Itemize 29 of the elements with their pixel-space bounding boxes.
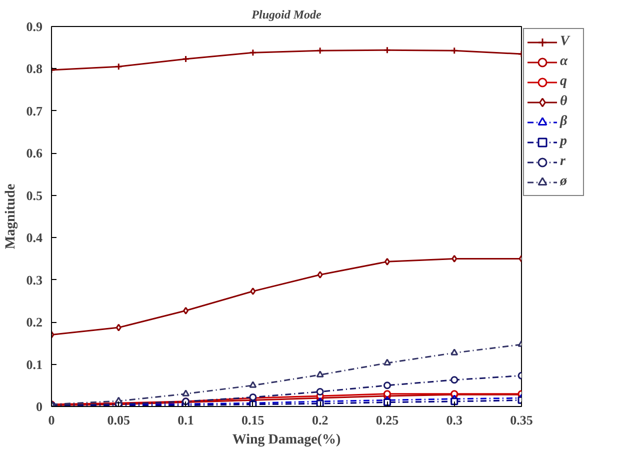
- y-tick-label: 0: [36, 399, 42, 414]
- x-tick-label: 0.1: [178, 412, 194, 428]
- legend-label: r: [560, 154, 566, 170]
- y-tick-label: 0.2: [26, 314, 42, 330]
- x-axis-title: Wing Damage(%): [232, 432, 341, 448]
- y-tick-label: 0.4: [26, 230, 43, 246]
- y-axis-title: Magnitude: [3, 184, 18, 250]
- x-tick-label: 0.35: [510, 412, 534, 428]
- y-tick-label: 0.8: [26, 61, 43, 76]
- x-tick-label: 0.05: [107, 412, 131, 428]
- x-tick-label: 0: [48, 412, 55, 428]
- y-tick-label: 0.9: [26, 19, 43, 34]
- legend-label: α: [560, 54, 569, 70]
- y-tick-label: 0.3: [26, 272, 43, 288]
- x-tick-label: 0.3: [446, 412, 463, 428]
- x-tick-label: 0.2: [312, 412, 328, 428]
- legend-label: V: [560, 34, 572, 50]
- legend-label: ø: [560, 174, 568, 190]
- x-tick-label: 0.15: [242, 412, 265, 428]
- y-tick-label: 0.7: [26, 103, 43, 118]
- y-tick-label: 0.6: [26, 146, 43, 161]
- y-tick-label: 0.5: [26, 188, 43, 203]
- x-tick-label: 0.25: [376, 412, 400, 428]
- legend-label: q: [560, 74, 568, 90]
- legend-label: p: [560, 134, 568, 150]
- y-tick-label: 0.1: [26, 356, 42, 372]
- legend-label: β: [560, 114, 568, 130]
- legend-label: θ: [560, 94, 568, 110]
- chart-title: Plugoid Mode: [252, 8, 322, 22]
